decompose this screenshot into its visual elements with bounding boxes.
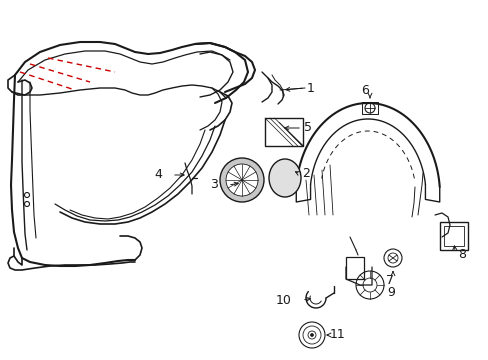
Ellipse shape xyxy=(268,159,301,197)
Bar xyxy=(439,222,467,250)
Text: 6: 6 xyxy=(360,84,368,96)
Text: 4: 4 xyxy=(154,168,162,181)
Circle shape xyxy=(225,164,258,196)
Text: 10: 10 xyxy=(276,293,291,306)
Circle shape xyxy=(220,158,264,202)
Text: 2: 2 xyxy=(302,167,309,180)
Text: 5: 5 xyxy=(304,121,311,135)
Circle shape xyxy=(310,333,313,337)
Text: 8: 8 xyxy=(457,248,465,261)
Bar xyxy=(264,118,303,146)
Text: 9: 9 xyxy=(386,285,394,298)
Bar xyxy=(443,226,463,246)
Bar xyxy=(346,257,363,279)
Text: 7: 7 xyxy=(385,274,393,287)
Text: 11: 11 xyxy=(329,328,345,342)
Text: 3: 3 xyxy=(210,179,218,192)
Text: 1: 1 xyxy=(306,81,314,94)
